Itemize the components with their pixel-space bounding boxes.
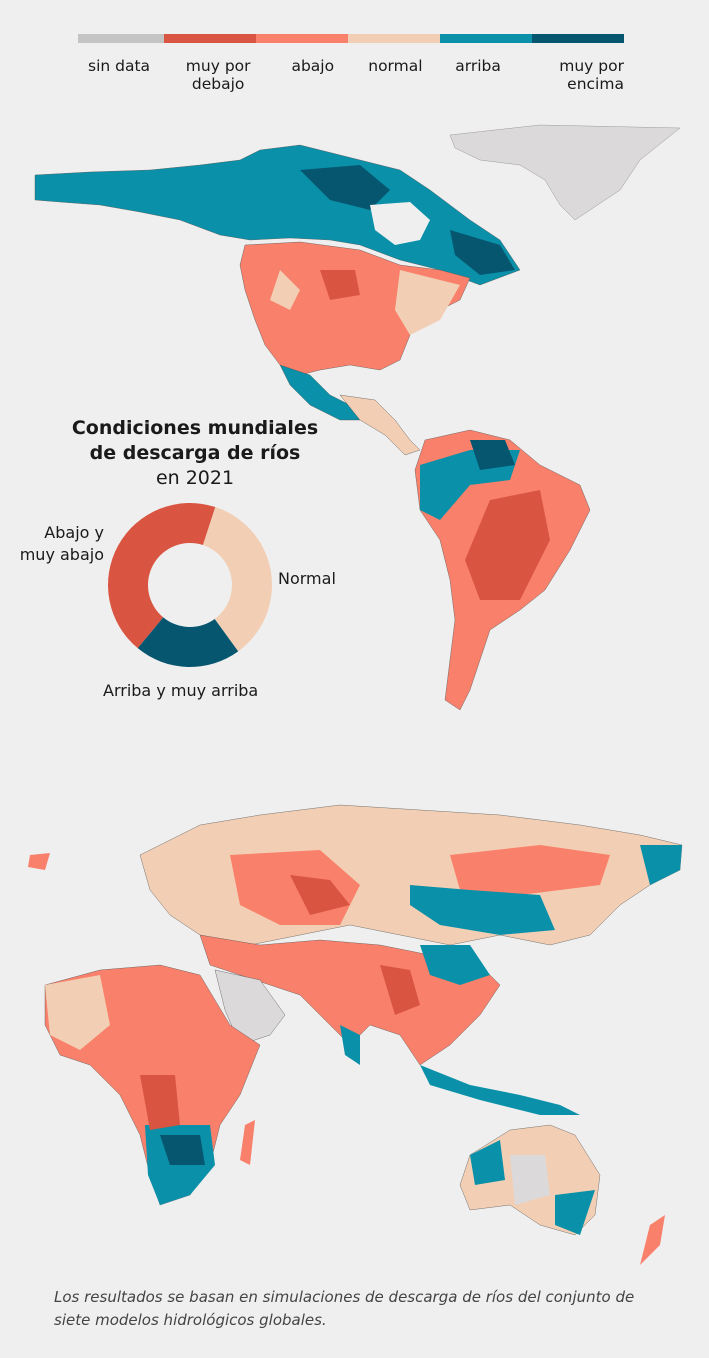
australia-nodata [510, 1155, 550, 1205]
donut-label-abajo: Abajo y muy abajo [19, 523, 104, 564]
central-america [339, 394, 421, 456]
north-america-dark [300, 165, 515, 275]
china-arriba [340, 945, 490, 1065]
legend-label: sin data [88, 57, 151, 75]
russia-dark [290, 875, 350, 915]
legend-label: normal [368, 57, 423, 75]
africa-south-dark [160, 1135, 205, 1165]
chart-subtitle: en 2021 [155, 467, 235, 489]
donut-slice-abajo-y-muy-abajo [108, 503, 216, 649]
hudson-bay [370, 202, 430, 245]
chart-title: Condiciones mundiales de descarga de río… [71, 417, 319, 464]
africa-north-normal [45, 975, 110, 1050]
donut-label-normal: Normal [278, 569, 336, 588]
legend-label: abajo [291, 57, 335, 75]
siberia-arriba [410, 845, 682, 935]
eurasia-africa-oceania-map [28, 804, 683, 1265]
legend-label: muy por encima [559, 57, 624, 93]
arabia [214, 969, 286, 1046]
africa-central-dark [140, 1075, 180, 1130]
legend-swatch-sin-data [78, 34, 164, 43]
legend-swatch-abajo [255, 34, 348, 43]
donut-chart [108, 503, 272, 667]
donut-slice-normal [202, 507, 272, 652]
legend: sin data muy por debajo abajo normal arr… [78, 34, 625, 93]
americas-map [34, 124, 681, 711]
amazon-dark [470, 440, 515, 470]
india-dark [380, 965, 420, 1015]
north-america-arctic [34, 144, 521, 286]
legend-swatch-arriba [439, 34, 532, 43]
legend-label: muy por debajo [185, 57, 251, 93]
donut-slice-arriba-y-muy-arriba [137, 617, 239, 667]
caption: Los resultados se basan en simulaciones … [54, 1288, 635, 1329]
greenland [449, 124, 681, 221]
madagascar [240, 1120, 255, 1165]
donut-title: Condiciones mundiales de descarga de río… [60, 416, 330, 491]
donut-label-arriba: Arriba y muy arriba [103, 681, 259, 700]
usa-normal [270, 270, 460, 335]
brazil-dark [465, 490, 550, 600]
indonesia [420, 1065, 580, 1115]
australia-arriba [470, 1140, 595, 1235]
mexico [279, 364, 361, 421]
legend-label: arriba [455, 57, 501, 75]
usa-dark [320, 270, 360, 300]
legend-color-bar [78, 34, 625, 43]
legend-swatch-muy-por-encima [531, 34, 625, 43]
legend-swatch-muy-por-debajo [163, 34, 256, 43]
new-zealand [640, 1215, 665, 1265]
legend-swatch-normal [347, 34, 440, 43]
uk [28, 853, 50, 870]
